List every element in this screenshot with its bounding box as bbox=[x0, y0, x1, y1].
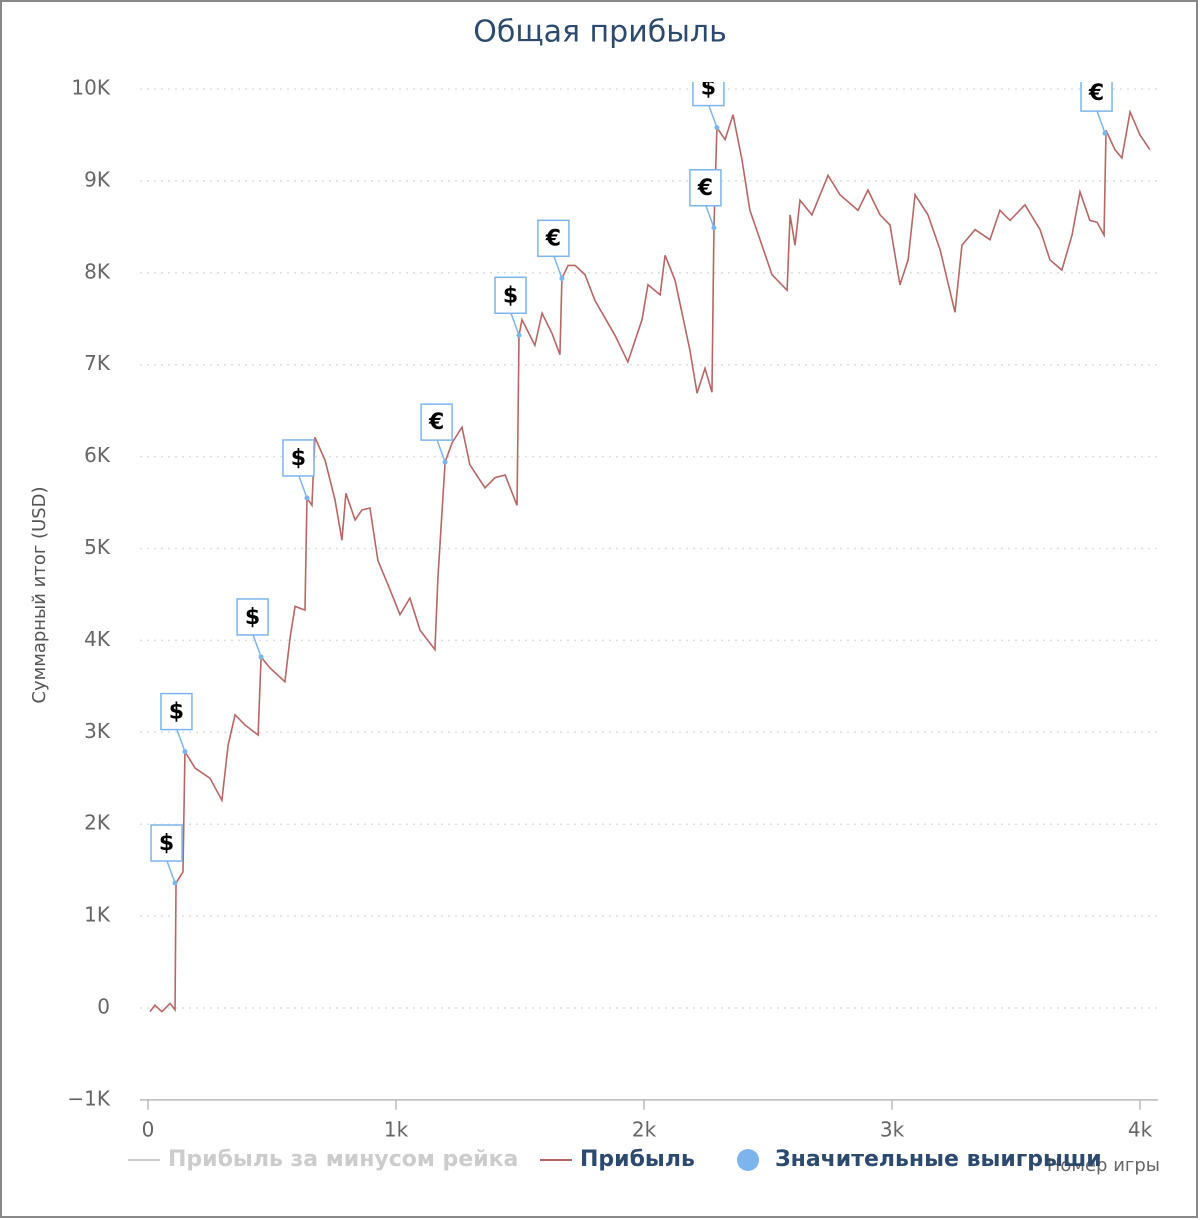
flag-box bbox=[282, 439, 315, 477]
flag-box bbox=[420, 403, 453, 441]
flag-box bbox=[692, 82, 725, 107]
big-win-point bbox=[711, 225, 717, 231]
y-tick-label: 9K bbox=[84, 167, 111, 191]
x-tick-label: 0 bbox=[142, 1117, 155, 1141]
legend-label[interactable]: Прибыль за минусом рейка bbox=[168, 1147, 518, 1172]
y-tick-label: 6K bbox=[84, 443, 111, 467]
flag-connector bbox=[298, 475, 308, 499]
big-win-point bbox=[442, 459, 448, 465]
flag-box bbox=[689, 169, 722, 207]
y-tick-label: −1K bbox=[67, 1086, 110, 1110]
profit-line bbox=[149, 109, 1151, 1013]
flag-label: $ bbox=[503, 283, 518, 308]
flag-label: € bbox=[1088, 81, 1104, 106]
flag-box bbox=[537, 219, 570, 258]
flag-box bbox=[150, 824, 183, 862]
flag-connector bbox=[708, 105, 718, 128]
x-axis-title: Номер игры bbox=[1047, 1155, 1160, 1176]
y-tick-label: 7K bbox=[84, 351, 111, 375]
big-win-point bbox=[559, 275, 565, 281]
x-tick-label: 2k bbox=[632, 1117, 657, 1141]
y-tick-label: 10K bbox=[71, 76, 110, 100]
flag-label: $ bbox=[701, 76, 716, 101]
flag-box bbox=[494, 276, 527, 315]
flag-connector bbox=[705, 205, 715, 229]
x-tick-label: 4k bbox=[1128, 1117, 1153, 1141]
flag-label: € bbox=[545, 226, 561, 251]
y-tick-label: 2K bbox=[84, 811, 111, 835]
flag-box bbox=[1080, 82, 1113, 112]
y-tick-label: 5K bbox=[84, 535, 111, 559]
big-win-point bbox=[172, 880, 178, 886]
flag-label: € bbox=[697, 176, 713, 201]
plot: $ $ $ $ € $ € € $ € bbox=[149, 76, 1151, 1013]
flag-connector bbox=[553, 256, 563, 279]
y-tick-label: 8K bbox=[84, 259, 111, 283]
flag-connector bbox=[252, 634, 262, 658]
y-tick-label: 1K bbox=[84, 903, 111, 927]
legend-label[interactable]: Прибыль bbox=[580, 1147, 695, 1172]
flag-box bbox=[160, 692, 193, 731]
x-tick-label: 3k bbox=[880, 1117, 905, 1141]
flag-connector bbox=[176, 729, 186, 752]
legend-symbol bbox=[737, 1149, 759, 1171]
flag-label: $ bbox=[291, 446, 306, 471]
big-win-point bbox=[516, 332, 522, 338]
y-tick-label: 3K bbox=[84, 719, 111, 743]
y-tick-label: 0 bbox=[97, 995, 110, 1019]
y-tick-label: 4K bbox=[84, 627, 111, 651]
flag-connector bbox=[436, 439, 446, 463]
flag-label: $ bbox=[169, 700, 184, 725]
flag-connector bbox=[1096, 110, 1106, 134]
y-axis-title: Суммарный итог (USD) bbox=[29, 486, 50, 703]
big-win-point bbox=[1102, 130, 1108, 136]
big-win-point bbox=[714, 125, 720, 131]
flag-label: € bbox=[428, 410, 444, 435]
flag-connector bbox=[166, 860, 176, 884]
big-win-point bbox=[258, 654, 264, 660]
big-win-point bbox=[182, 749, 188, 755]
flag-label: $ bbox=[159, 831, 174, 856]
chart-title: Общая прибыль bbox=[473, 15, 727, 50]
x-tick-label: 1k bbox=[384, 1117, 409, 1141]
flag-connector bbox=[510, 313, 520, 336]
big-win-point bbox=[304, 495, 310, 501]
flag-label: $ bbox=[245, 605, 260, 630]
flag-box bbox=[236, 598, 269, 636]
legend-label[interactable]: Значительные выигрыши bbox=[775, 1147, 1102, 1172]
